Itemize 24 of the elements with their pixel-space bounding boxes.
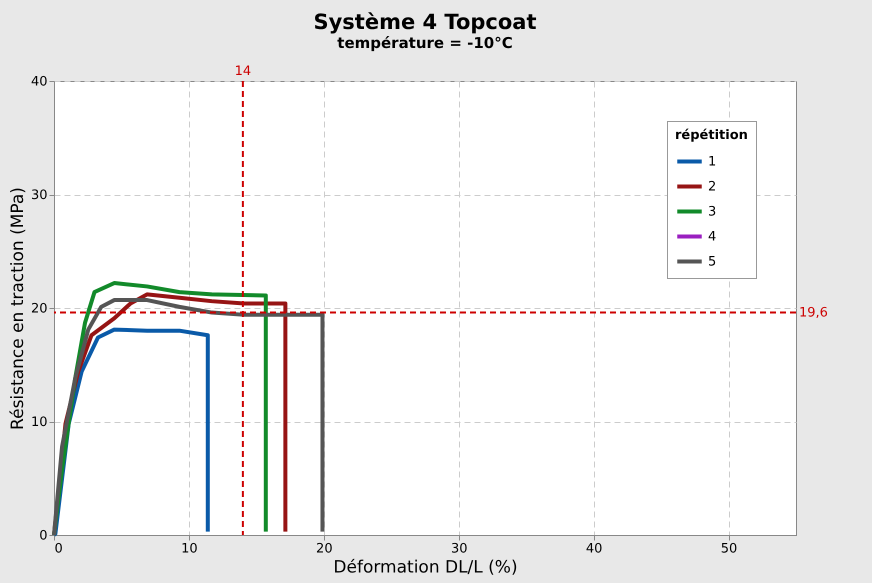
x-axis-title: Déformation DL/L (%) <box>333 558 518 578</box>
legend-title: répétition <box>675 128 748 143</box>
y-tick-label: 0 <box>39 528 48 544</box>
x-tick-label: 10 <box>181 542 198 556</box>
legend-label: 4 <box>708 230 716 244</box>
chart-subtitle: température = -10°C <box>337 34 513 52</box>
ref-line-label: 19,6 <box>799 306 828 321</box>
ref-line-label: 14 <box>234 64 252 79</box>
y-axis-title: Résistance en traction (MPa) <box>8 187 28 430</box>
legend-label: 1 <box>708 154 716 170</box>
x-tick-label: 20 <box>316 542 333 556</box>
x-tick-label: 0 <box>54 542 63 556</box>
chart-title: Système 4 Topcoat <box>313 10 537 34</box>
x-tick-label: 40 <box>586 542 602 556</box>
y-tick-label: 40 <box>30 74 48 90</box>
y-tick-label: 10 <box>30 415 48 430</box>
legend-label: 5 <box>708 254 716 270</box>
x-tick-label: 30 <box>450 542 468 556</box>
legend-label: 2 <box>708 180 716 194</box>
line-series <box>52 298 324 537</box>
legend-label: 3 <box>708 204 716 220</box>
x-tick-label: 50 <box>720 542 738 556</box>
y-tick-label: 30 <box>30 188 48 203</box>
y-tick-label: 20 <box>30 302 48 316</box>
